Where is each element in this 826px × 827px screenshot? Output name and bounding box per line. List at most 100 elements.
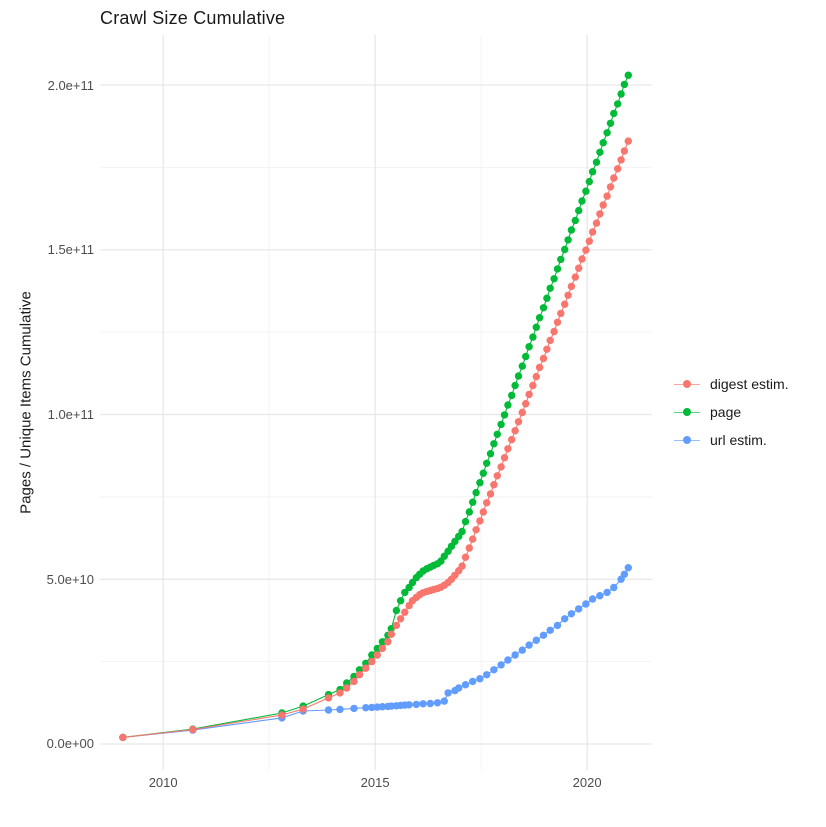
data-point [350, 677, 358, 686]
data-point [624, 71, 632, 79]
data-point [610, 583, 618, 592]
data-point [550, 275, 558, 283]
x-tick-label: 2015 [360, 775, 390, 790]
data-point [419, 700, 427, 708]
data-point [596, 148, 604, 156]
data-point [571, 216, 579, 225]
data-point [529, 333, 537, 341]
data-point [603, 129, 611, 137]
data-point [617, 90, 625, 98]
data-point [465, 508, 473, 516]
data-point [368, 703, 376, 712]
data-point [378, 703, 387, 711]
data-point [476, 517, 484, 525]
data-point [582, 600, 590, 608]
data-point [324, 694, 333, 702]
data-point [299, 705, 307, 713]
data-point [592, 158, 601, 166]
data-point [490, 440, 498, 448]
data-point [426, 699, 434, 708]
data-point [405, 701, 413, 709]
data-point [461, 553, 470, 561]
data-point [396, 597, 405, 605]
legend-item-page: page [674, 404, 789, 420]
data-point [483, 499, 491, 507]
data-point [497, 420, 505, 429]
legend-key-dot [683, 436, 691, 444]
data-point [543, 294, 551, 302]
data-point [578, 255, 586, 263]
data-point [620, 80, 629, 89]
data-point [483, 459, 491, 467]
data-point [588, 595, 597, 603]
data-point [433, 699, 442, 707]
data-point [575, 206, 583, 215]
data-point [610, 109, 618, 118]
legend-key-icon [674, 405, 700, 419]
data-point [557, 255, 565, 264]
data-point [324, 706, 333, 714]
data-point [532, 372, 540, 381]
legend-key-dot [683, 380, 691, 388]
chart-title: Crawl Size Cumulative [100, 8, 286, 28]
data-point [387, 630, 395, 638]
data-point [472, 488, 480, 497]
data-point [599, 201, 607, 209]
data-point [588, 168, 597, 176]
data-point [504, 401, 512, 409]
data-point [546, 336, 554, 345]
data-point [458, 562, 466, 570]
data-point [497, 661, 505, 669]
data-point [504, 445, 512, 453]
data-point [461, 681, 470, 689]
data-point [522, 400, 530, 408]
data-point [522, 352, 530, 361]
data-point [508, 391, 516, 400]
data-point [617, 156, 625, 164]
data-point [465, 544, 473, 552]
data-point [401, 608, 409, 616]
data-point [550, 327, 558, 336]
data-point [535, 314, 544, 322]
data-point [497, 463, 505, 471]
legend-label: page [710, 404, 742, 420]
data-point [119, 733, 127, 742]
legend: digest estim. page url estim. [674, 376, 789, 448]
data-point [384, 638, 392, 646]
data-point [532, 323, 540, 331]
legend-label: url estim. [710, 432, 767, 448]
data-point [490, 666, 498, 674]
y-tick-label: 0.0e+00 [46, 736, 94, 752]
legend-label: digest estim. [710, 376, 789, 392]
data-point [451, 537, 459, 546]
x-tick-label: 2020 [572, 775, 602, 790]
data-point [461, 517, 470, 526]
y-tick-label: 5.0e+10 [46, 571, 94, 587]
data-point [483, 671, 491, 679]
data-point [567, 226, 576, 234]
data-point [610, 174, 618, 182]
data-point [511, 427, 519, 435]
data-point [368, 651, 376, 659]
data-point [511, 651, 519, 659]
data-point [500, 411, 509, 419]
data-point [336, 689, 344, 697]
y-tick-label: 2.0e+11 [47, 77, 94, 93]
series-page [119, 71, 632, 742]
data-point [362, 664, 370, 672]
data-point [614, 165, 622, 173]
data-point [392, 606, 401, 615]
data-point [606, 119, 615, 128]
legend-item-digest-estim-: digest estim. [674, 376, 789, 392]
data-point [525, 641, 533, 649]
data-point [189, 725, 197, 734]
data-point [567, 610, 576, 618]
data-point [525, 390, 533, 399]
data-point [514, 372, 523, 380]
data-point [532, 636, 540, 644]
data-point [543, 345, 551, 353]
data-point [603, 192, 611, 200]
data-point [575, 264, 583, 272]
data-point [582, 187, 590, 195]
